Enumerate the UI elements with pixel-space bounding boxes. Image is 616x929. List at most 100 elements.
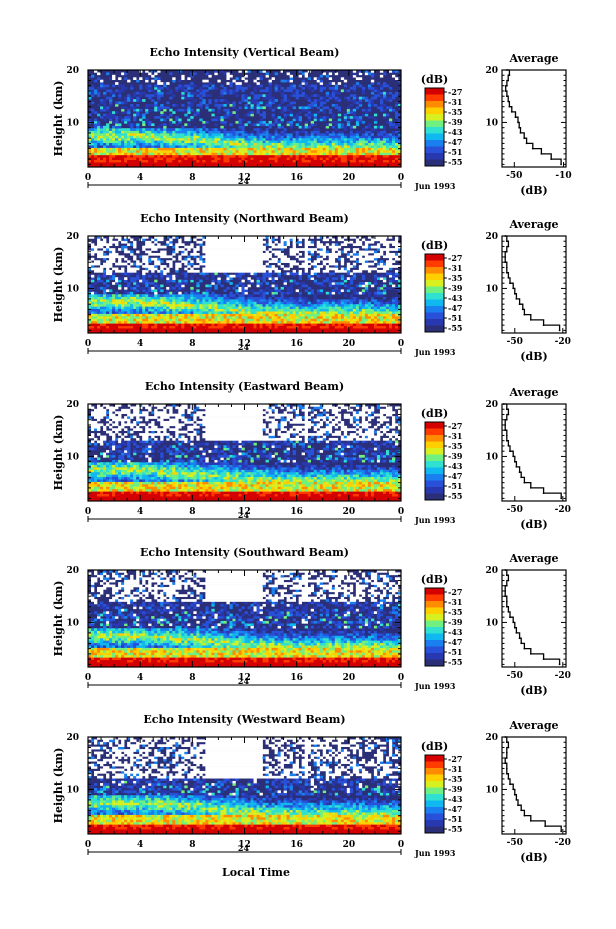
profile-x-tick-label: -20: [555, 337, 571, 347]
y-axis-label: Height (km): [52, 81, 65, 157]
colorbar-swatch: [425, 627, 444, 634]
profile-point: [558, 663, 561, 666]
colorbar-swatch: [425, 787, 444, 795]
profile-point: [504, 429, 507, 432]
day-marker-label: 24: [238, 676, 250, 686]
profile-point: [507, 778, 510, 780]
profile-point: [512, 788, 515, 791]
colorbar-swatch: [425, 761, 444, 769]
colorbar-swatch: [425, 807, 444, 814]
colorbar-tick-label: -27: [448, 587, 462, 597]
colorbar-swatch: [425, 273, 444, 281]
profile-point: [560, 497, 563, 500]
profile-point: [505, 772, 508, 775]
colorbar-swatch: [425, 127, 444, 134]
profile-point: [520, 809, 523, 812]
panel-title: Echo Intensity (Vertical Beam): [149, 46, 339, 59]
colorbar-swatch: [425, 640, 444, 647]
colorbar-swatch: [425, 614, 444, 621]
profile-point: [504, 424, 507, 426]
x-tick-label: 0: [398, 673, 404, 683]
profile-point: [542, 658, 545, 660]
colorbar-swatch: [425, 299, 444, 307]
profile-x-label: (dB): [520, 684, 547, 697]
profile-point: [507, 746, 510, 749]
x-tick-label: 20: [343, 840, 356, 850]
profile-point: [502, 403, 505, 405]
profile-point: [518, 303, 521, 306]
y-axis-label: Height (km): [52, 247, 65, 323]
colorbar-tick-label: -51: [448, 647, 462, 657]
colorbar-tick-label: -43: [448, 627, 463, 637]
colorbar-tick-label: -43: [448, 794, 463, 804]
colorbar-swatch: [425, 774, 444, 782]
x-tick-label: 0: [85, 339, 91, 349]
colorbar-swatch: [425, 114, 444, 121]
colorbar-tick-label: -27: [448, 754, 462, 764]
profile-point: [505, 574, 508, 577]
colorbar-tick-label: -39: [448, 451, 463, 461]
heatmap-cells: [88, 570, 402, 668]
x-tick-label: 4: [137, 673, 143, 683]
profile-point: [517, 121, 519, 124]
x-tick-label: 8: [189, 507, 195, 517]
panel-title: Echo Intensity (Northward Beam): [140, 212, 349, 225]
colorbar-tick-label: -43: [448, 461, 463, 471]
profile-x-label: (dB): [520, 184, 547, 197]
y-tick-label: 10: [66, 618, 79, 628]
colorbar-swatch: [425, 755, 444, 762]
profile-point: [523, 814, 526, 817]
profile-point: [523, 313, 526, 316]
heatmap-cells: [88, 70, 402, 168]
profile-point: [518, 126, 521, 129]
x-tick-label: 0: [398, 840, 404, 850]
profile-point: [529, 820, 532, 822]
profile-point: [510, 111, 513, 113]
colorbar-tick-label: -35: [448, 441, 462, 451]
date-label: Jun 1993: [414, 515, 456, 525]
profile-point: [506, 95, 508, 98]
profile-title: Average: [508, 52, 558, 65]
colorbar-swatch: [425, 820, 444, 827]
profile-point: [523, 137, 526, 140]
profile-point: [517, 804, 519, 807]
colorbar-swatch: [425, 140, 444, 147]
colorbar-swatch: [425, 422, 444, 429]
y-axis-label: Height (km): [52, 581, 65, 657]
profile-point: [531, 147, 534, 150]
profile-point: [505, 584, 508, 587]
colorbar-swatch: [425, 94, 444, 102]
profile-point: [518, 637, 521, 640]
profile-point: [504, 762, 507, 765]
x-tick-label: 16: [290, 673, 303, 683]
profile-point: [505, 250, 508, 253]
profile-y-tick-label: 10: [485, 284, 498, 294]
colorbar-swatch: [425, 286, 444, 294]
colorbar-tick-label: -43: [448, 127, 463, 137]
profile-x-tick-label: -50: [506, 171, 522, 181]
x-tick-label: 12: [238, 173, 251, 183]
colorbar-swatch: [425, 480, 444, 488]
colorbar-swatch: [425, 267, 444, 274]
profile-point: [507, 245, 510, 248]
profile-point: [506, 69, 508, 71]
profile-title: Average: [508, 552, 558, 565]
y-axis-label: Height (km): [52, 748, 65, 824]
colorbar-tick-label: -31: [448, 431, 462, 441]
profile-point: [504, 736, 507, 738]
profile-point: [504, 569, 507, 571]
colorbar-swatch: [425, 461, 444, 468]
profile-point: [505, 418, 508, 421]
colorbar-tick-label: -31: [448, 263, 462, 273]
heatmap-cells: [88, 404, 402, 502]
colorbar-swatch: [425, 646, 444, 654]
day-marker-label: 24: [238, 843, 250, 853]
colorbar-tick-label: -35: [448, 273, 462, 283]
date-label: Jun 1993: [414, 681, 456, 691]
x-tick-label: 0: [85, 673, 91, 683]
profile-point: [560, 163, 562, 166]
colorbar-swatch: [425, 768, 444, 775]
profile-line: [503, 403, 562, 499]
colorbar-swatch: [425, 293, 444, 300]
profile-point: [508, 105, 511, 108]
